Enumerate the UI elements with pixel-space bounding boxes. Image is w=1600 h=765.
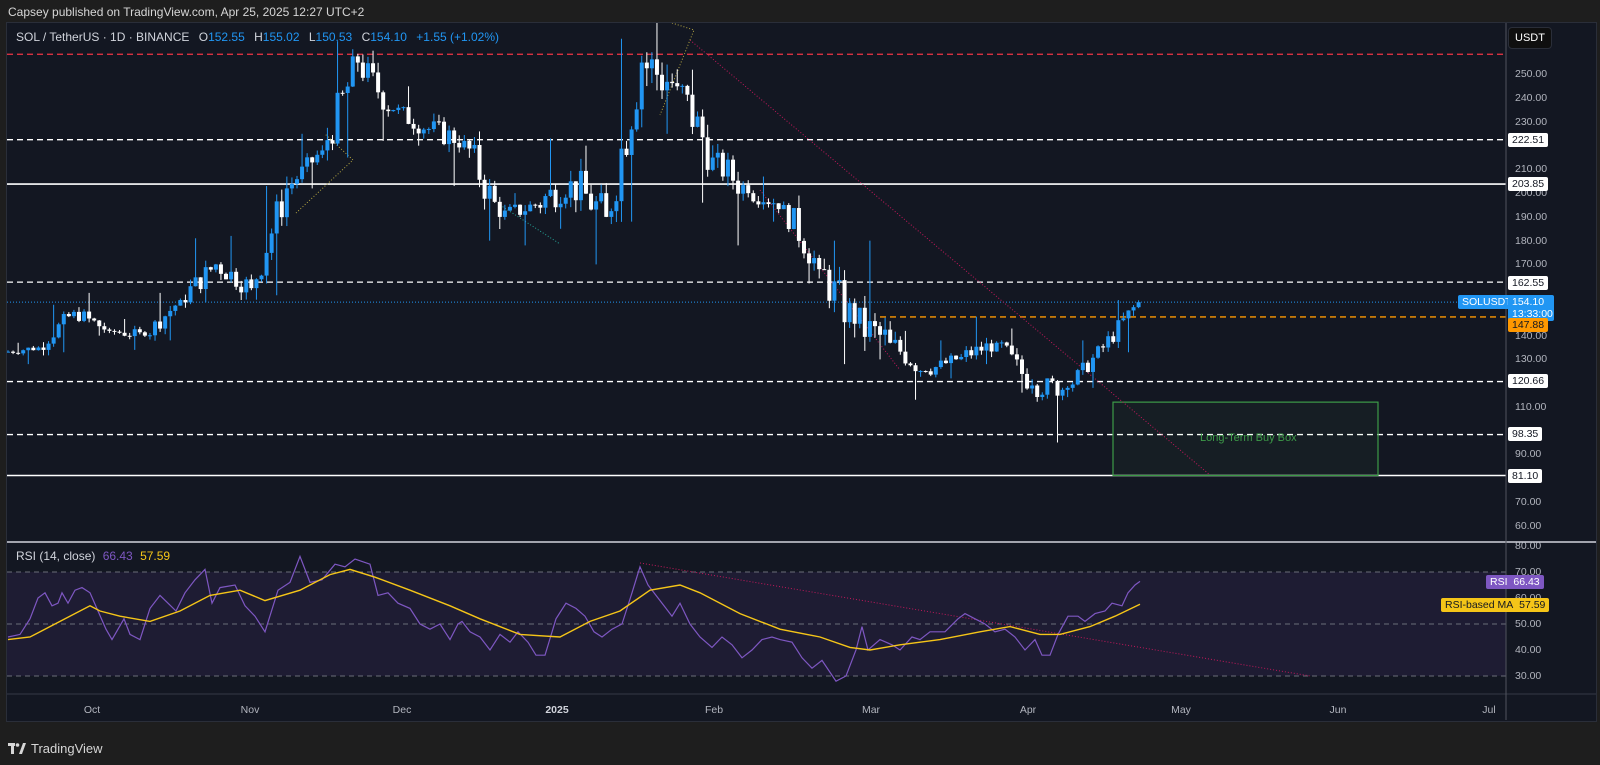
time-tick: May xyxy=(1171,704,1191,716)
currency-button[interactable]: USDT xyxy=(1508,27,1552,49)
rsi-tag-value: 66.43 xyxy=(1513,576,1540,588)
price-tick: 230.00 xyxy=(1515,115,1548,128)
time-tick: Dec xyxy=(392,704,412,716)
high-label: H xyxy=(254,30,263,44)
orange-level-tag: 147.88 xyxy=(1508,318,1549,332)
low-value: 150.53 xyxy=(315,30,353,44)
time-tick: Jun xyxy=(1329,704,1347,716)
level-tag: 120.66 xyxy=(1508,374,1549,388)
high-value: 155.02 xyxy=(262,30,300,44)
level-tag: 162.55 xyxy=(1508,276,1549,290)
time-tick: Apr xyxy=(1019,704,1037,716)
rsi-value: 66.43 xyxy=(102,549,133,563)
rsi-tick: 40.00 xyxy=(1515,644,1542,656)
rsi-title: RSI (14, close) xyxy=(16,549,96,563)
published-info: Capsey published on TradingView.com, Apr… xyxy=(8,5,365,19)
price-tick: 70.00 xyxy=(1515,495,1542,508)
rsi-ma-tag: RSI-based MA 57.59 xyxy=(1441,598,1550,612)
brand-text: TradingView xyxy=(31,741,103,756)
price-tick: 210.00 xyxy=(1515,163,1548,176)
time-tick: Feb xyxy=(704,704,724,716)
time-tick: 2025 xyxy=(545,704,569,716)
rsi-tick: 80.00 xyxy=(1515,540,1542,552)
symbol-legend: SOL / TetherUS · 1D · BINANCE O152.55 H1… xyxy=(16,30,499,44)
close-label: C xyxy=(361,30,371,44)
open-value: 152.55 xyxy=(208,30,245,44)
rsi-ma-tag-value: 57.59 xyxy=(1519,599,1546,611)
bar-countdown: 13:33:00 xyxy=(1512,308,1553,320)
close-value: 154.10 xyxy=(370,30,407,44)
rsi-ma-value: 57.59 xyxy=(140,549,171,563)
rsi-ma-tag-label: RSI-based MA xyxy=(1445,599,1514,611)
open-label: O xyxy=(198,30,209,44)
price-tick: 140.00 xyxy=(1515,329,1548,342)
rsi-legend: RSI (14, close) 66.43 57.59 xyxy=(16,549,170,563)
price-tick: 180.00 xyxy=(1515,234,1548,247)
price-tick: 250.00 xyxy=(1515,68,1548,81)
rsi-tick: 50.00 xyxy=(1515,618,1542,630)
tradingview-brand: TradingView xyxy=(8,741,103,756)
level-tag: 203.85 xyxy=(1508,177,1549,191)
buy-box-label: Long-Term Buy Box xyxy=(1200,432,1297,444)
price-tick: 170.00 xyxy=(1515,258,1548,271)
symbol-title: SOL / TetherUS · 1D · BINANCE xyxy=(16,30,190,44)
time-tick: Mar xyxy=(861,704,881,716)
level-tag: 222.51 xyxy=(1508,133,1549,147)
time-tick: Oct xyxy=(83,704,101,716)
price-tick: 90.00 xyxy=(1515,448,1542,461)
price-tick: 60.00 xyxy=(1515,519,1542,532)
price-tick: 110.00 xyxy=(1515,400,1547,413)
time-tick: Jul xyxy=(1482,704,1496,716)
price-tick: 190.00 xyxy=(1515,210,1548,223)
price-tick: 130.00 xyxy=(1515,353,1548,366)
symbol-tag: SOLUSDT xyxy=(1458,295,1516,309)
change-value: +1.55 (+1.02%) xyxy=(416,30,500,44)
low-label: L xyxy=(308,30,316,44)
level-tag: 98.35 xyxy=(1508,427,1543,441)
level-tag: 81.10 xyxy=(1508,469,1543,483)
current-price: 154.10 xyxy=(1512,296,1545,308)
tradingview-logo-icon xyxy=(8,743,26,754)
rsi-tag-label: RSI xyxy=(1490,576,1508,588)
time-tick: Nov xyxy=(240,704,260,716)
price-tick: 240.00 xyxy=(1515,92,1548,105)
rsi-tag: RSI 66.43 xyxy=(1486,575,1544,589)
current-price-tag: 154.10 13:33:00 xyxy=(1508,295,1554,321)
rsi-tick: 30.00 xyxy=(1515,670,1542,682)
